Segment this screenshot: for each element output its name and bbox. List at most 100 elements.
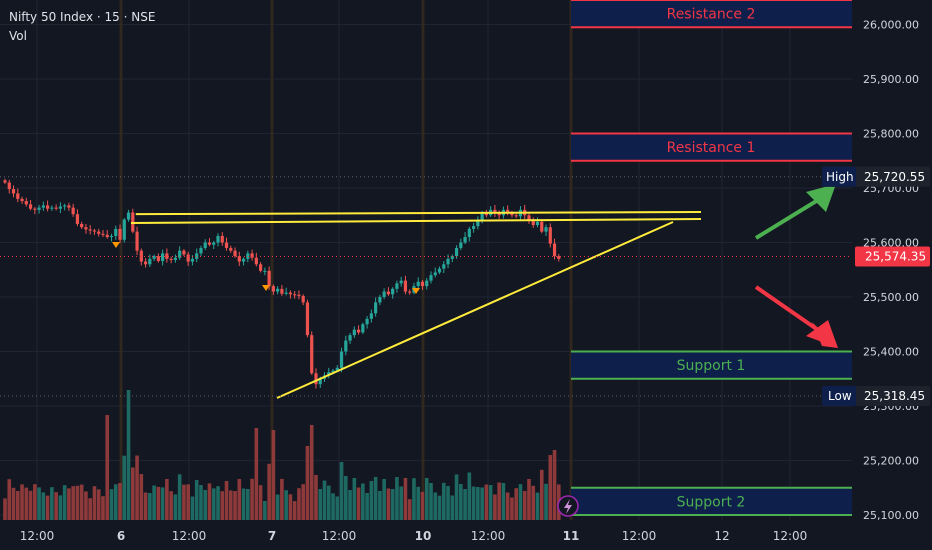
y-tick-label: 25,900.00 — [863, 73, 919, 86]
volume-bar — [493, 494, 497, 520]
candle-body — [395, 283, 399, 289]
volume-bar — [220, 491, 225, 520]
volume-bar — [339, 462, 344, 520]
zone-fill — [571, 351, 852, 379]
volume-bar — [186, 484, 190, 520]
volume-bar — [207, 483, 212, 520]
volume-bar — [510, 497, 514, 520]
volume-legend[interactable]: Vol — [9, 29, 27, 43]
candle-body — [450, 256, 454, 259]
volume-bar — [335, 496, 340, 520]
volume-bar — [309, 425, 314, 520]
zone-fill — [571, 133, 852, 161]
volume-bar — [135, 455, 139, 520]
candle-body — [510, 212, 514, 216]
volume-bars — [3, 390, 561, 520]
candle-body — [229, 247, 233, 251]
arrow-up-icon — [754, 198, 820, 240]
volume-bar — [522, 491, 527, 520]
volume-bar — [297, 488, 301, 520]
volume-bar — [467, 472, 472, 520]
volume-bar — [527, 479, 531, 520]
candle-body — [288, 292, 293, 295]
candle-body — [267, 270, 271, 287]
candle-body — [497, 212, 501, 216]
volume-bar — [416, 486, 421, 520]
candle-body — [531, 220, 535, 226]
candle-body — [552, 243, 557, 257]
candle-body — [220, 235, 224, 243]
candle-body — [263, 270, 267, 272]
candle-body — [429, 275, 433, 281]
volume-bar — [386, 488, 391, 520]
symbol-title[interactable]: Nifty 50 Index · 15 · NSE — [9, 10, 156, 24]
volume-bar — [203, 490, 208, 520]
x-tick-label: 12:00 — [471, 529, 506, 543]
volume-bar — [484, 484, 489, 520]
signal-marker — [412, 288, 420, 294]
volume-bar — [152, 485, 156, 520]
candle-body — [403, 280, 408, 292]
candle-body — [284, 292, 288, 294]
candle-body — [84, 227, 88, 230]
candle-body — [203, 242, 207, 248]
candle-body — [254, 257, 258, 265]
volume-bar — [113, 484, 118, 520]
candle-body — [139, 250, 143, 262]
price-tags: 25,574.35 High 25,720.55 Low 25,318.45 — [0, 166, 930, 517]
candle-body — [241, 258, 246, 262]
candle-body — [75, 214, 80, 224]
volume-bar — [352, 478, 357, 520]
candle-body — [16, 193, 20, 199]
candle-body — [88, 229, 92, 231]
candle-body — [50, 207, 54, 209]
volume-bar — [463, 489, 467, 520]
candle-body — [399, 280, 403, 284]
zone-fill — [571, 487, 852, 515]
volume-bar — [284, 490, 288, 520]
candle-body — [212, 242, 216, 245]
candle-body — [484, 212, 488, 216]
candle-body — [476, 220, 480, 227]
candle-body — [348, 335, 352, 341]
volume-bar — [194, 480, 199, 520]
volume-bar — [41, 492, 46, 520]
candle-body — [454, 247, 459, 257]
volume-bar — [318, 489, 323, 520]
volume-bar — [228, 490, 233, 520]
volume-bar — [182, 484, 186, 520]
candle-body — [386, 291, 390, 295]
volume-bar — [131, 467, 135, 520]
volume-bar — [139, 474, 144, 520]
volume-bar — [454, 474, 459, 520]
x-tick-label: 11 — [563, 529, 580, 543]
x-tick-label: 12 — [714, 529, 729, 543]
candle-body — [216, 235, 220, 243]
volume-bar — [118, 483, 122, 520]
volume-bar — [501, 483, 506, 520]
x-tick-label: 6 — [117, 529, 125, 543]
candle-body — [314, 373, 318, 385]
low-tag: Low — [828, 389, 852, 403]
volume-bar — [224, 481, 229, 520]
candle-body — [165, 253, 169, 259]
volume-bar — [105, 415, 110, 520]
zone-label: Support 2 — [677, 494, 746, 510]
volume-bar — [92, 486, 97, 520]
volume-bar — [331, 493, 335, 520]
volume-bar — [344, 476, 348, 520]
triangle-pattern[interactable] — [112, 210, 702, 399]
candle-body — [442, 264, 446, 269]
candle-body — [3, 180, 7, 183]
volume-bar — [50, 487, 54, 520]
time-axis[interactable]: 12:00 6 12:00 7 12:00 10 12:00 11 12:00 12 12:00 — [0, 522, 932, 550]
y-tick-label: 25,400.00 — [863, 346, 919, 359]
y-tick-label: 25,100.00 — [863, 509, 919, 522]
sr-zones: Resistance 2 Resistance 1 Support 1 Support… — [571, 0, 852, 516]
candle-body — [24, 201, 28, 205]
candle-body — [190, 258, 195, 262]
volume-bar — [420, 491, 425, 520]
volume-bar — [539, 469, 544, 520]
